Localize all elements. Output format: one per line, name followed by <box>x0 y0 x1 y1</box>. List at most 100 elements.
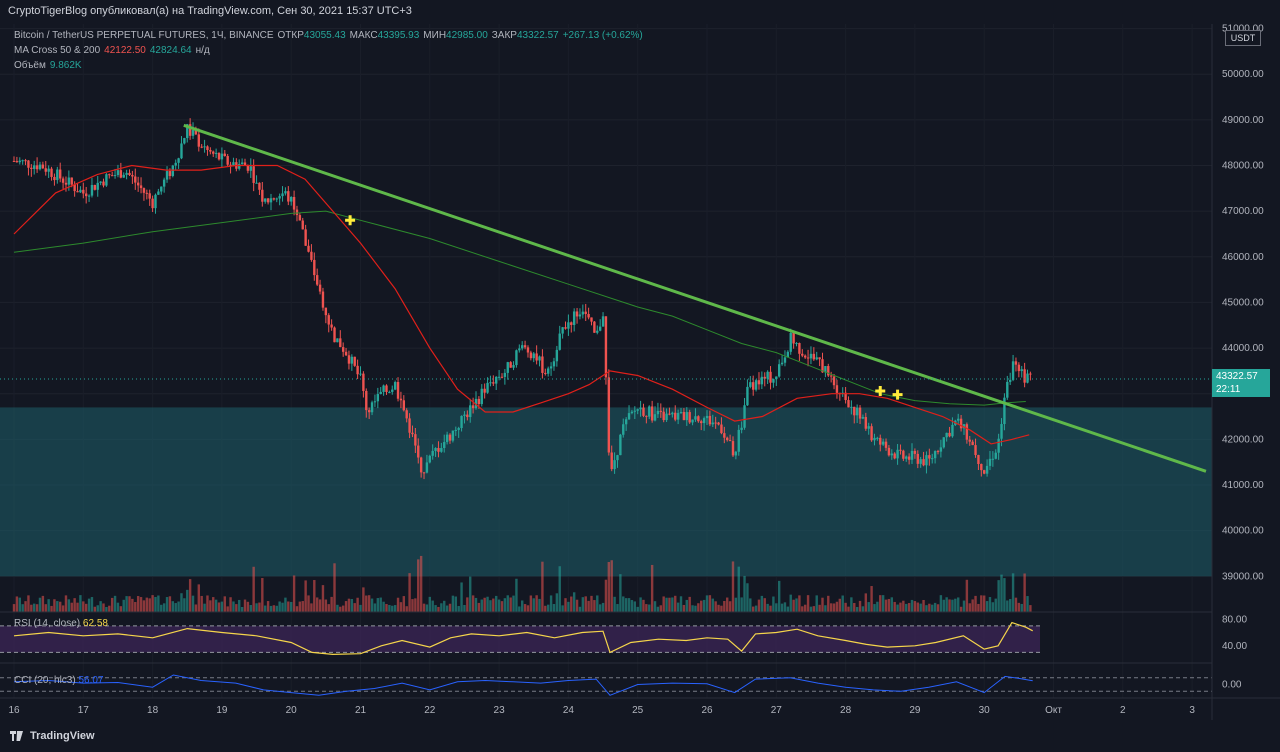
volume-bar <box>521 600 524 612</box>
candle-body <box>434 447 437 451</box>
volume-bar <box>933 602 937 612</box>
rsi-tick-label: 80.00 <box>1222 614 1247 625</box>
volume-bar <box>64 595 68 612</box>
volume-bar <box>766 603 769 612</box>
volume-bar <box>425 604 429 612</box>
candle-body <box>806 357 810 359</box>
volume-bar <box>948 599 951 612</box>
volume-bar <box>659 605 662 612</box>
candle-body <box>994 452 997 459</box>
volume-bar <box>691 605 694 612</box>
volume-bar <box>344 601 348 612</box>
candle-body <box>489 382 492 384</box>
candle-body <box>642 407 645 416</box>
volume-bar <box>876 601 879 612</box>
ma-legend[interactable]: MA Cross 50 & 200 42122.50 42824.64 н/д <box>14 45 214 56</box>
volume-bar <box>879 595 882 612</box>
volume-bar <box>711 598 714 612</box>
candle-body <box>492 382 495 384</box>
price-axis[interactable]: 51000.00 50000.00 49000.00 48000.00 47000.00… <box>1222 24 1264 583</box>
volume-bar <box>125 596 128 612</box>
volume-bar <box>53 599 56 612</box>
candle-body <box>818 357 821 360</box>
candle-body <box>82 189 85 194</box>
cci-name[interactable]: CCI (20, hlc3) <box>14 675 76 686</box>
volume-bar <box>847 606 850 612</box>
volume-bar <box>977 603 980 612</box>
volume-bar <box>191 595 195 612</box>
candle-body <box>902 450 905 459</box>
candle-body <box>422 472 426 474</box>
candle-body <box>720 424 723 434</box>
candle-body <box>942 437 945 448</box>
volume-bar <box>96 605 99 612</box>
symbol-name[interactable]: Bitcoin / TetherUS PERPETUAL FUTURES, 1Ч… <box>14 30 274 41</box>
volume-bar <box>783 602 787 612</box>
candle-body <box>676 412 680 420</box>
volume-bar <box>108 605 111 612</box>
cci-axis[interactable]: 0.00 <box>1222 680 1242 691</box>
volume-bar <box>803 604 807 612</box>
volume-bar <box>318 599 322 612</box>
volume-bar <box>619 574 622 612</box>
volume-bar <box>604 579 608 612</box>
candle-body <box>521 345 524 349</box>
candle-body <box>512 365 515 368</box>
brand-name: TradingView <box>30 730 95 742</box>
tradingview-logo[interactable]: TradingView <box>10 730 95 742</box>
volume-bar <box>139 597 143 612</box>
volume-bar <box>928 603 931 612</box>
candle-body <box>116 170 120 176</box>
ma-name[interactable]: MA Cross 50 & 200 <box>14 45 101 56</box>
candle-body <box>405 410 408 419</box>
volume-bar <box>180 593 183 612</box>
volume-bar <box>546 604 550 612</box>
volume-bar <box>572 592 576 612</box>
time-tick-label: 2 <box>1120 705 1126 716</box>
candle-body <box>408 418 411 433</box>
rsi-name[interactable]: RSI (14, close) <box>14 618 81 629</box>
candle-body <box>526 347 530 353</box>
time-tick-label: 29 <box>909 705 921 716</box>
volume-legend[interactable]: Объём 9.862K <box>14 60 86 71</box>
candle-body <box>229 164 232 166</box>
symbol-legend[interactable]: Bitcoin / TetherUS PERPETUAL FUTURES, 1Ч… <box>14 30 647 41</box>
time-axis[interactable]: 16 17 18 19 20 21 22 23 24 25 26 27 28 29 30 Окт 2 3 <box>8 705 1195 716</box>
volume-bar <box>786 606 790 612</box>
candle-body <box>567 322 570 329</box>
cci-legend[interactable]: CCI (20, hlc3) 56.07 <box>14 675 104 686</box>
rsi-axis[interactable]: 80.00 40.00 <box>1222 614 1247 651</box>
volume-bar <box>272 605 276 612</box>
volume-bar <box>440 603 443 612</box>
candle-body <box>344 351 348 356</box>
candle-body <box>347 355 351 364</box>
volume-bar <box>370 598 374 612</box>
candle-body <box>734 451 738 456</box>
volume-label[interactable]: Объём <box>14 60 46 71</box>
candle-body <box>457 428 460 430</box>
candle-body <box>162 179 166 187</box>
volume-bar <box>682 604 686 612</box>
trend-line[interactable] <box>183 123 1207 473</box>
candle-body <box>471 405 475 409</box>
candle-body <box>584 311 587 315</box>
volume-bar <box>21 604 24 612</box>
candle-body <box>919 459 922 464</box>
cci-line <box>13 674 1033 696</box>
candle-body <box>151 198 154 209</box>
candle-body <box>67 177 71 185</box>
currency-unit-button[interactable]: USDT <box>1225 30 1261 46</box>
volume-bar <box>518 606 521 612</box>
volume-bar <box>356 597 359 612</box>
ma50-value: 42122.50 <box>104 45 146 56</box>
volume-bar <box>56 601 59 612</box>
candle-body <box>269 198 273 203</box>
rsi-legend[interactable]: RSI (14, close) 62.58 <box>14 618 108 629</box>
volume-bar <box>313 580 316 612</box>
candle-body <box>991 458 995 460</box>
candle-body <box>145 192 149 194</box>
candle-body <box>99 181 102 183</box>
volume-bar <box>642 599 645 612</box>
candle-body <box>697 416 700 422</box>
